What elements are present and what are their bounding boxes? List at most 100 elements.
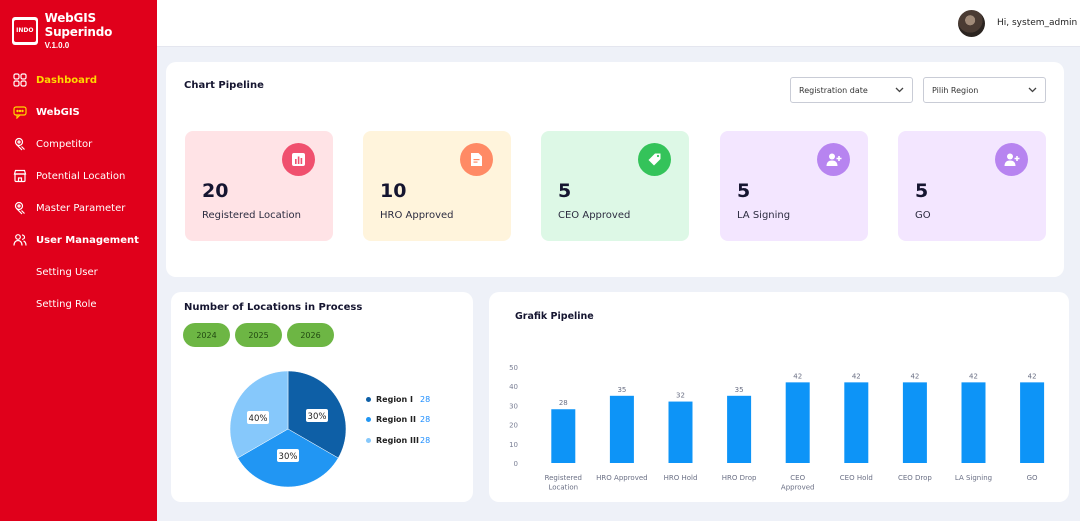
pie-percent-label: 40% xyxy=(247,411,269,424)
sidebar-nav: Dashboard WebGIS Competitor Potential Lo… xyxy=(0,64,157,320)
locations-card: Number of Locations in Process 2024 2025… xyxy=(171,292,473,502)
user-plus-icon xyxy=(1004,153,1019,166)
stat-badge xyxy=(638,143,671,176)
region-select-value: Pilih Region xyxy=(932,85,979,95)
year-button-2025[interactable]: 2025 xyxy=(235,323,282,347)
chevron-down-icon xyxy=(895,87,904,93)
sidebar-item-label: WebGIS xyxy=(36,106,80,118)
bar-value-label: 42 xyxy=(969,372,978,380)
legend-value: 28 xyxy=(420,415,431,424)
sidebar-item-label: Master Parameter xyxy=(36,202,126,214)
chevron-down-icon xyxy=(1028,87,1037,93)
stat-registered-location[interactable]: 20 Registered Location xyxy=(185,131,333,241)
x-tick-label: HRO Drop xyxy=(722,474,757,482)
bar-value-label: 28 xyxy=(559,399,568,407)
legend-label: Region II xyxy=(376,415,416,424)
sidebar-item-dashboard[interactable]: Dashboard xyxy=(0,64,157,96)
legend-region-1[interactable]: Region I 28 xyxy=(366,395,430,404)
avatar[interactable] xyxy=(958,10,985,37)
bar[interactable] xyxy=(961,382,986,463)
x-tick-label: LA Signing xyxy=(955,474,992,482)
stat-badge xyxy=(995,143,1028,176)
bar-value-label: 42 xyxy=(852,372,861,380)
svg-text:30%: 30% xyxy=(308,412,327,422)
x-tick-label: Registered Location xyxy=(545,474,582,492)
sidebar-item-potential-location[interactable]: Potential Location xyxy=(0,160,157,192)
stat-label: Registered Location xyxy=(202,210,301,221)
sidebar-item-setting-role[interactable]: Setting Role xyxy=(0,288,157,320)
logo: INDO xyxy=(12,16,38,45)
stat-value: 5 xyxy=(915,180,929,202)
bar-value-label: 42 xyxy=(910,372,919,380)
sidebar-item-label: User Management xyxy=(36,234,139,246)
pie-percent-label: 30% xyxy=(277,449,299,462)
grid-icon xyxy=(12,72,28,88)
x-tick-label: CEO Hold xyxy=(840,474,873,482)
top-header: Hi, system_admin xyxy=(157,0,1080,47)
tag-icon xyxy=(648,153,661,166)
sidebar-item-label: Setting Role xyxy=(36,298,97,310)
bar[interactable] xyxy=(1020,382,1045,463)
legend-region-3[interactable]: Region III 28 xyxy=(366,436,430,445)
y-tick-label: 40 xyxy=(509,383,518,391)
pie-percent-label: 30% xyxy=(306,409,328,422)
stat-hro-approved[interactable]: 10 HRO Approved xyxy=(363,131,511,241)
bar-value-label: 35 xyxy=(735,386,744,394)
stat-ceo-approved[interactable]: 5 CEO Approved xyxy=(541,131,689,241)
sidebar-item-webgis[interactable]: WebGIS xyxy=(0,96,157,128)
year-button-2024[interactable]: 2024 xyxy=(183,323,230,347)
sidebar-item-label: Competitor xyxy=(36,138,93,150)
x-tick-label: HRO Approved xyxy=(596,474,647,482)
chart-pipeline-title: Chart Pipeline xyxy=(184,80,264,91)
map-pin-icon xyxy=(12,136,28,152)
sidebar-item-label: Dashboard xyxy=(36,74,97,86)
sidebar-item-master-parameter[interactable]: Master Parameter xyxy=(0,192,157,224)
bar[interactable] xyxy=(609,395,634,463)
stat-value: 5 xyxy=(558,180,572,202)
grafik-pipeline-title: Grafik Pipeline xyxy=(515,311,594,322)
bar[interactable] xyxy=(785,382,810,463)
x-tick-label: CEO Drop xyxy=(898,474,932,482)
brand[interactable]: INDO WebGIS Superindo V.1.0.0 xyxy=(12,11,157,50)
stat-value: 5 xyxy=(737,180,751,202)
bar[interactable] xyxy=(844,382,869,463)
y-tick-label: 50 xyxy=(509,364,518,372)
chart-icon xyxy=(292,153,305,166)
stat-value: 10 xyxy=(380,180,407,202)
stat-badge xyxy=(817,143,850,176)
store-icon xyxy=(12,168,28,184)
sidebar-item-competitor[interactable]: Competitor xyxy=(0,128,157,160)
bar[interactable] xyxy=(727,395,752,463)
grafik-pipeline-card: Grafik Pipeline 0 10 20 30 40 50 28 Registered L… xyxy=(489,292,1069,502)
bar-value-label: 42 xyxy=(793,372,802,380)
bar[interactable] xyxy=(551,409,576,463)
stat-badge xyxy=(282,143,315,176)
region-select[interactable]: Pilih Region xyxy=(923,77,1046,103)
stat-go[interactable]: 5 GO xyxy=(898,131,1046,241)
registration-date-select[interactable]: Registration date xyxy=(790,77,913,103)
stat-value: 20 xyxy=(202,180,229,202)
app-name: WebGIS Superindo xyxy=(44,11,113,39)
legend-region-2[interactable]: Region II 28 xyxy=(366,415,430,424)
logo-text: INDO xyxy=(13,19,36,42)
y-tick-label: 20 xyxy=(509,422,518,430)
sidebar-item-setting-user[interactable]: Setting User xyxy=(0,256,157,288)
legend-value: 28 xyxy=(420,395,431,404)
y-tick-label: 0 xyxy=(514,460,518,468)
x-tick-label: HRO Hold xyxy=(664,474,698,482)
year-button-2026[interactable]: 2026 xyxy=(287,323,334,347)
bar[interactable] xyxy=(668,401,693,463)
document-icon xyxy=(471,153,482,166)
y-tick-label: 10 xyxy=(509,441,518,449)
svg-text:40%: 40% xyxy=(249,414,268,424)
app-version: V.1.0.0 xyxy=(44,41,70,50)
map-pin-icon xyxy=(12,200,28,216)
x-tick-label: CEO Approved xyxy=(781,474,815,492)
user-greeting[interactable]: Hi, system_admin xyxy=(997,18,1078,28)
sidebar-item-user-management[interactable]: User Management xyxy=(0,224,157,256)
stat-badge xyxy=(460,143,493,176)
bar[interactable] xyxy=(902,382,927,463)
stat-la-signing[interactable]: 5 LA Signing xyxy=(720,131,868,241)
stat-label: GO xyxy=(915,210,931,221)
stat-label: HRO Approved xyxy=(380,210,454,221)
